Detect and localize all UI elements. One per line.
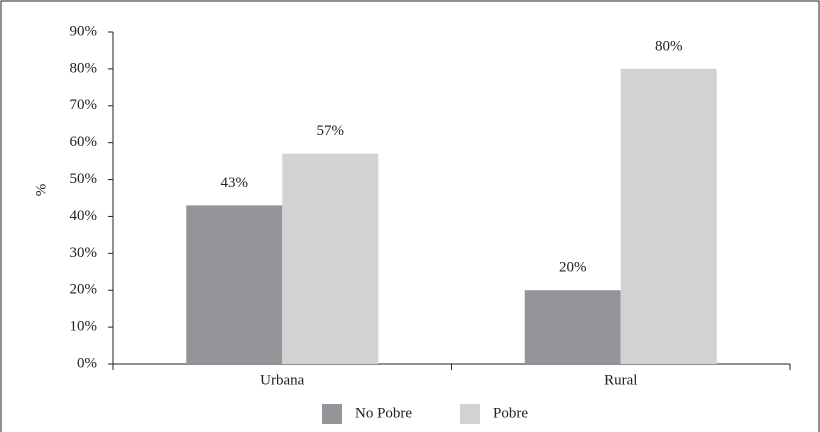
y-tick-label: 90% xyxy=(70,23,98,39)
bar xyxy=(620,68,717,364)
y-tick-label: 10% xyxy=(70,319,98,335)
value-label: 20% xyxy=(559,260,587,276)
value-label: 80% xyxy=(655,38,683,54)
bar xyxy=(282,153,379,364)
value-label: 57% xyxy=(317,123,345,139)
y-tick-label: 50% xyxy=(70,171,98,187)
y-tick-label: 80% xyxy=(70,60,98,76)
y-axis-label: % xyxy=(33,184,49,197)
x-tick-label: Rural xyxy=(604,372,637,388)
legend-label: Pobre xyxy=(493,405,528,421)
value-label: 43% xyxy=(221,175,249,191)
y-tick-label: 0% xyxy=(77,355,97,371)
y-tick-label: 30% xyxy=(70,245,98,261)
legend-swatch xyxy=(460,404,480,424)
y-tick-label: 70% xyxy=(70,97,98,113)
y-tick-label: 20% xyxy=(70,282,98,298)
legend-label: No Pobre xyxy=(355,405,412,421)
y-tick-label: 40% xyxy=(70,208,98,224)
y-tick-label: 60% xyxy=(70,134,98,150)
x-tick-label: Urbana xyxy=(260,372,304,388)
legend-swatch xyxy=(322,404,342,424)
bar xyxy=(524,290,621,364)
bar xyxy=(186,205,283,364)
